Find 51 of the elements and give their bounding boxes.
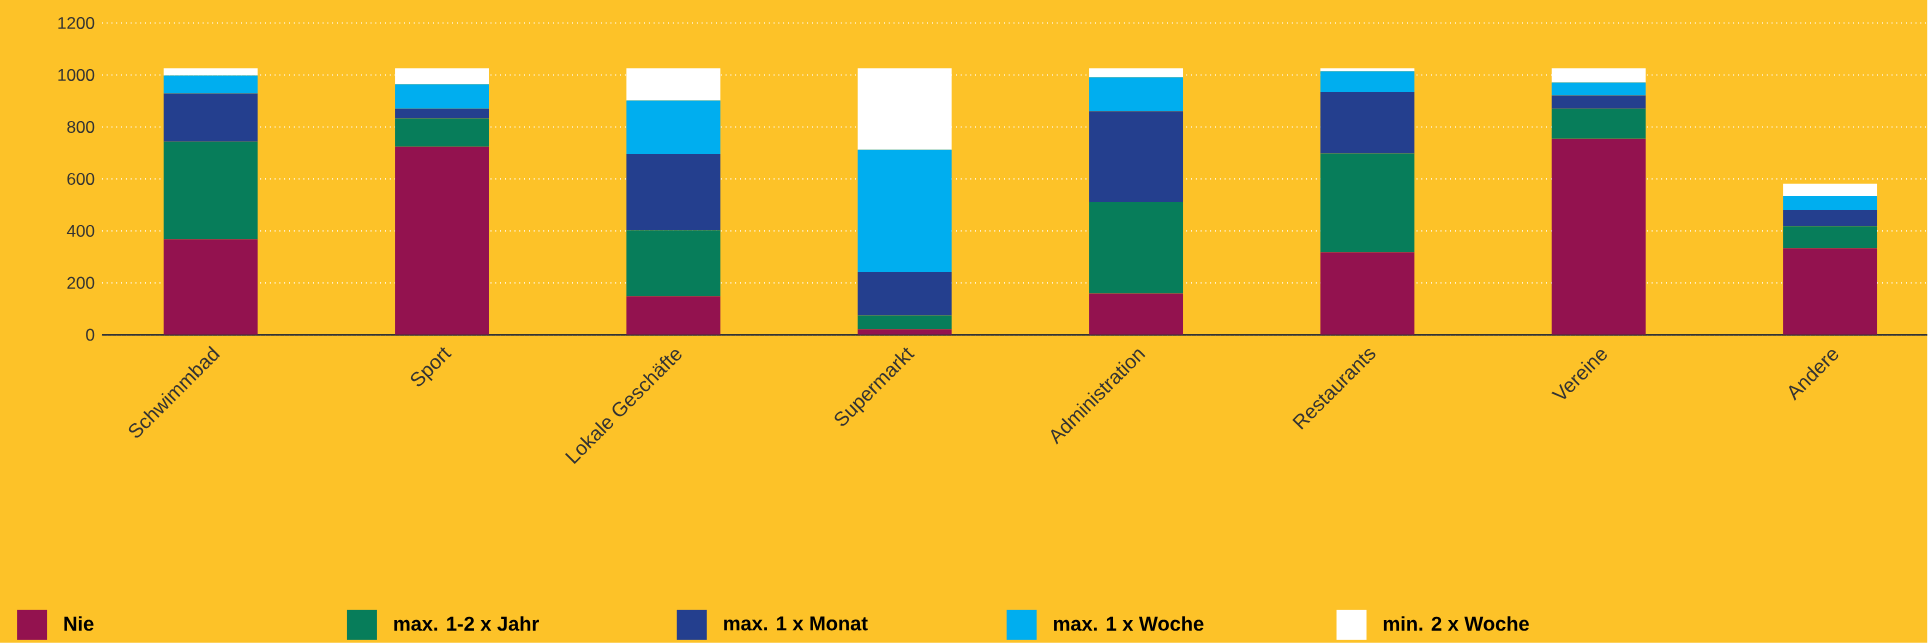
bar	[395, 146, 490, 335]
bar	[163, 141, 258, 240]
bar	[857, 68, 952, 150]
bar	[857, 272, 952, 316]
bar	[1089, 77, 1184, 112]
bar	[163, 93, 258, 142]
bar	[1551, 95, 1646, 109]
bar	[1783, 226, 1878, 249]
bar	[395, 118, 490, 147]
bar	[163, 68, 258, 76]
bar	[1783, 210, 1878, 227]
bar	[626, 100, 721, 155]
bar	[1783, 248, 1878, 335]
bar	[1551, 68, 1646, 83]
bar	[163, 239, 258, 335]
bar	[626, 230, 721, 297]
bar	[626, 154, 721, 231]
legend-label: Nie	[64, 616, 94, 631]
bar	[1089, 202, 1184, 294]
legend-label: max. 1 x Woche	[1053, 616, 1204, 631]
bar	[1551, 138, 1646, 335]
bar	[395, 84, 490, 109]
y-tick-label: 800	[67, 121, 95, 134]
bar	[1783, 183, 1878, 197]
legend-label: max. 1 x Monat	[724, 616, 868, 631]
bar	[626, 68, 721, 101]
bar	[857, 315, 952, 330]
bar	[1551, 108, 1646, 139]
bar	[1320, 68, 1415, 72]
bar	[395, 68, 490, 85]
bar	[1320, 153, 1415, 253]
bar	[1089, 293, 1184, 335]
y-tick-label: 400	[66, 224, 95, 237]
bar	[1089, 68, 1184, 78]
y-tick-label: 1200	[58, 17, 95, 30]
bar	[163, 75, 258, 94]
bar	[1320, 252, 1415, 335]
y-tick-label: 0	[86, 328, 95, 341]
y-tick-label: 1000	[58, 69, 95, 82]
bar	[1551, 82, 1646, 96]
bar	[1320, 71, 1415, 93]
bar	[1320, 92, 1415, 154]
bar	[626, 296, 721, 335]
y-tick-label: 600	[67, 172, 95, 185]
legend-label: max. 1-2 x Jahr	[394, 616, 539, 631]
bar	[1089, 111, 1184, 203]
y-tick-label: 200	[67, 276, 95, 289]
legend-label: min. 2 x Woche	[1383, 616, 1529, 631]
bar	[1783, 196, 1878, 211]
bar	[857, 149, 952, 273]
bar	[395, 108, 490, 119]
